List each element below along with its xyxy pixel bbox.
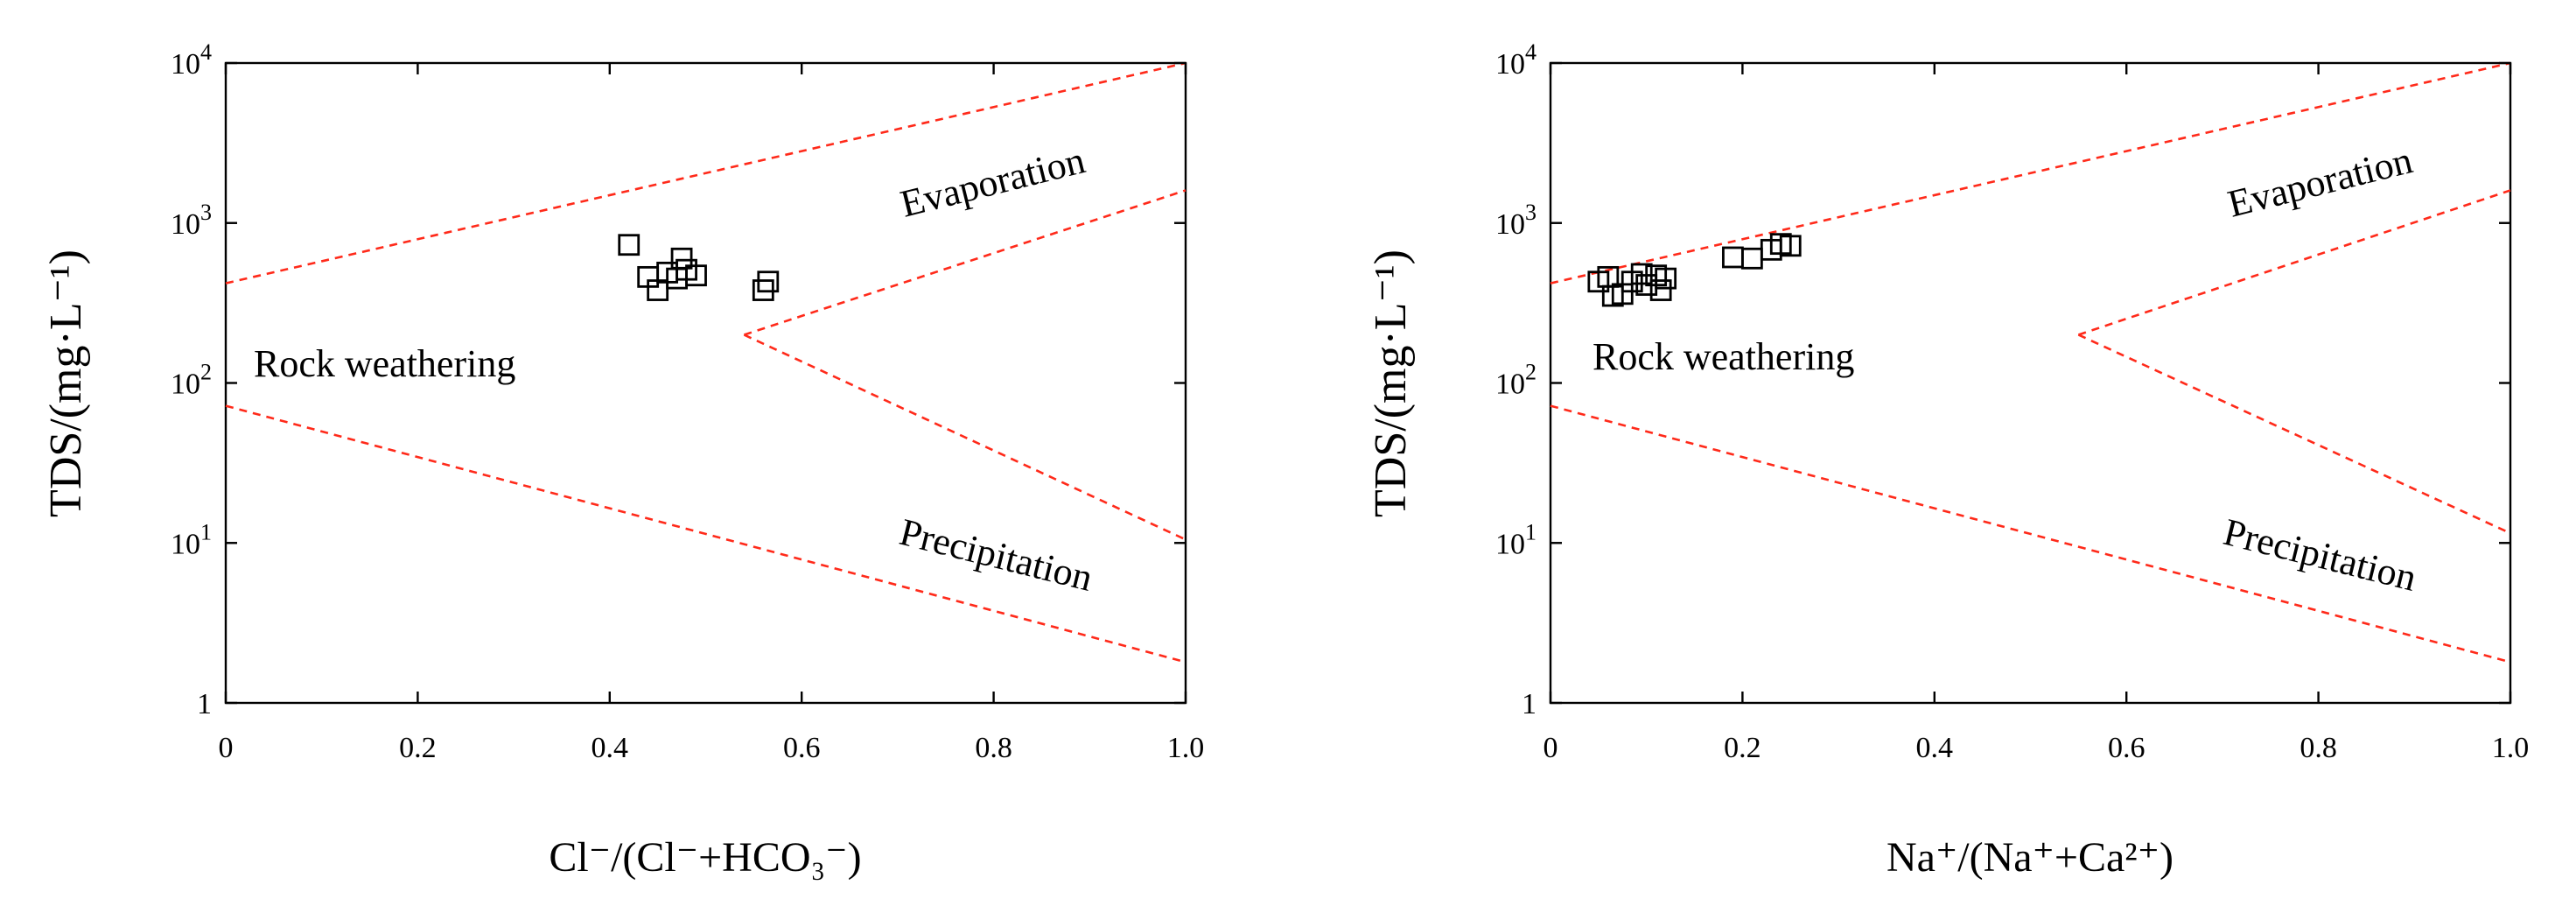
y-tick-label: 101: [171, 519, 212, 560]
x-tick-label: 0.6: [783, 732, 821, 764]
data-point: [1649, 279, 1672, 301]
x-axis-title: Na⁺/(Na⁺+Ca²⁺): [1886, 834, 2174, 881]
y-tick-label: 101: [1495, 519, 1536, 560]
y-tick-label: 104: [1495, 39, 1536, 81]
data-point: [618, 234, 640, 256]
boundary-evaporation: [2077, 189, 2511, 336]
boundary-precipitation: [2077, 334, 2511, 535]
x-tick-label: 1.0: [1167, 732, 1205, 764]
boundary-lower: [1550, 404, 2511, 664]
boundary-upper: [225, 61, 1186, 284]
label-evaporation: Evaporation: [2223, 138, 2417, 226]
x-tick-label: 0.4: [592, 732, 629, 764]
label-precipitation: Precipitation: [895, 510, 1096, 600]
label-evaporation: Evaporation: [896, 138, 1089, 226]
x-tick-label: 0.2: [399, 732, 437, 764]
data-point: [1722, 246, 1744, 269]
x-tick-label: 0.2: [1724, 732, 1761, 764]
y-tick-label: 102: [1495, 360, 1536, 401]
x-tick-label: 0.8: [2300, 732, 2337, 764]
x-tick-label: 0.6: [2108, 732, 2146, 764]
x-tick-label: 0: [219, 732, 234, 764]
gibbs-panel-1: 0 0.2 0.4 0.6 0.8 1.0 1 101 102 103 104 Rock weathe…: [41, 39, 1204, 881]
label-precipitation: Precipitation: [2219, 510, 2420, 600]
boundary-upper: [1550, 61, 2511, 284]
boundary-lower: [225, 404, 1186, 664]
data-point: [1630, 263, 1653, 285]
y-tick-label: 102: [171, 360, 212, 401]
boundary-evaporation: [743, 189, 1186, 336]
y-axis-title: TDS/(mg·L⁻¹): [1366, 249, 1416, 517]
x-tick-label: 1.0: [2492, 732, 2530, 764]
data-point: [1655, 267, 1677, 290]
x-axis-title: Cl⁻/(Cl⁻+HCO₃⁻): [549, 834, 861, 881]
y-tick-label: 1: [197, 688, 212, 720]
x-tick-label: 0.4: [1916, 732, 1954, 764]
data-point: [1740, 247, 1763, 270]
label-rock-weathering: Rock weathering: [1592, 335, 1854, 378]
y-tick-label: 103: [1495, 200, 1536, 241]
boundary-precipitation: [743, 334, 1186, 541]
data-point: [1779, 235, 1802, 257]
y-axis-title: TDS/(mg·L⁻¹): [41, 249, 91, 517]
gibbs-panel-2: 0 0.2 0.4 0.6 0.8 1.0 1 101 102 103 104 Rock weathe…: [1366, 39, 2529, 881]
data-point: [670, 247, 693, 270]
label-rock-weathering: Rock weathering: [254, 342, 515, 385]
x-tick-label: 0.8: [975, 732, 1012, 764]
data-point: [685, 264, 707, 287]
y-tick-label: 1: [1522, 688, 1536, 720]
x-tick-label: 0: [1544, 732, 1558, 764]
y-tick-label: 104: [171, 39, 212, 81]
data-point: [757, 270, 780, 293]
y-tick-label: 103: [171, 200, 212, 241]
